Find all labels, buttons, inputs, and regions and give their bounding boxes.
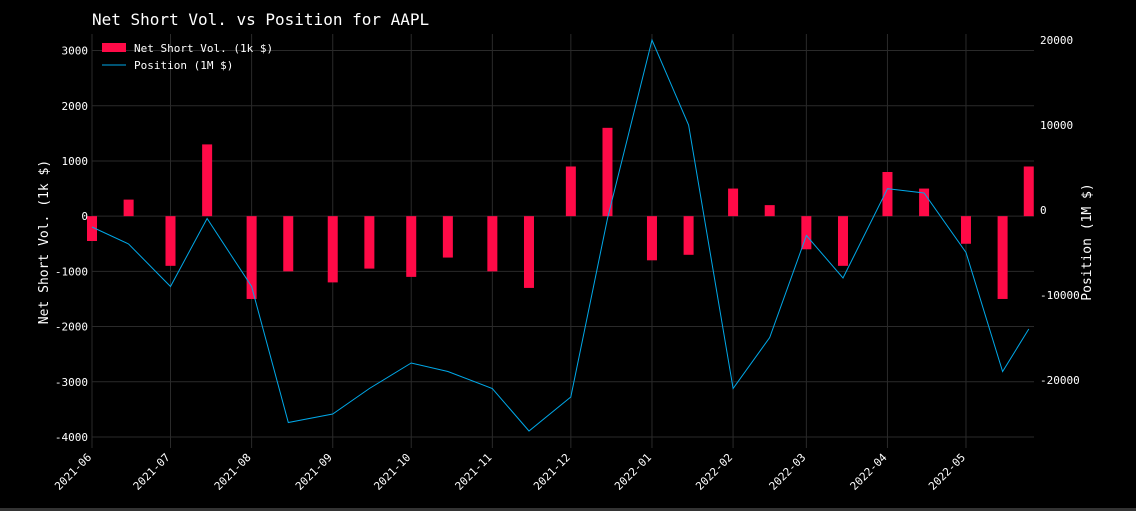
x-tick-label: 2021-11 [452, 451, 494, 493]
legend-bar-swatch [102, 43, 126, 52]
y-left-tick-label: -1000 [55, 265, 88, 278]
bar [123, 199, 134, 217]
bar [327, 216, 338, 283]
x-tick-label: 2022-03 [766, 451, 808, 493]
x-tick-label: 2022-04 [848, 451, 890, 493]
x-tick-label: 2022-02 [693, 451, 735, 493]
chart-title: Net Short Vol. vs Position for AAPL [92, 10, 429, 29]
legend-line-label: Position (1M $) [134, 59, 233, 72]
bar [487, 216, 498, 272]
bar [764, 205, 775, 217]
bar [246, 216, 257, 299]
y-left-tick-label: -2000 [55, 321, 88, 334]
x-tick-label: 2022-05 [926, 451, 968, 493]
legend: Net Short Vol. (1k $) Position (1M $) [102, 42, 273, 72]
bar [165, 216, 176, 266]
bar [728, 188, 739, 217]
bar [364, 216, 375, 269]
y-left-tick-label: 0 [81, 210, 88, 223]
bar [202, 144, 213, 217]
y-left-tick-label: 1000 [62, 155, 89, 168]
bar [87, 216, 97, 241]
y-axis-right-label: Position (1M $) [1080, 183, 1095, 300]
y-right-tick-label: -20000 [1040, 374, 1080, 387]
grid [91, 34, 1034, 448]
y-left-tick-label: -3000 [55, 376, 88, 389]
position-line [91, 38, 1030, 432]
y-left-tick-label: 3000 [62, 45, 89, 58]
line-series [91, 38, 1030, 432]
y-right-tick-label: 20000 [1040, 34, 1073, 47]
y-axis-left-label: Net Short Vol. (1k $) [37, 160, 52, 324]
status-strip [0, 508, 1136, 511]
x-tick-label: 2021-08 [212, 451, 254, 493]
y-right-tick-label: 0 [1040, 204, 1047, 217]
bar [442, 216, 453, 258]
bar [523, 216, 534, 288]
x-tick-label: 2021-12 [531, 451, 573, 493]
y-left-tick-label: 2000 [62, 100, 89, 113]
bar [882, 172, 893, 217]
bar [406, 216, 417, 277]
bar [997, 216, 1008, 299]
bar [919, 188, 930, 217]
bar [565, 166, 576, 217]
y-right-tick-label: -10000 [1040, 289, 1080, 302]
bar [283, 216, 294, 272]
axes: 3000200010000-1000-2000-3000-40002000010… [52, 34, 1080, 493]
bar [837, 216, 848, 266]
bar [602, 127, 613, 217]
y-right-tick-label: 10000 [1040, 119, 1073, 132]
bar [801, 216, 812, 250]
x-tick-label: 2021-06 [52, 451, 94, 493]
bar [1023, 166, 1034, 217]
legend-bar-label: Net Short Vol. (1k $) [134, 42, 273, 55]
bar-series [87, 127, 1034, 299]
bar [646, 216, 657, 261]
x-tick-label: 2021-10 [371, 451, 413, 493]
x-tick-label: 2022-01 [612, 451, 654, 493]
bar [960, 216, 971, 244]
bar [683, 216, 694, 255]
x-tick-label: 2021-09 [293, 451, 335, 493]
y-left-tick-label: -4000 [55, 431, 88, 444]
x-tick-label: 2021-07 [131, 451, 173, 493]
